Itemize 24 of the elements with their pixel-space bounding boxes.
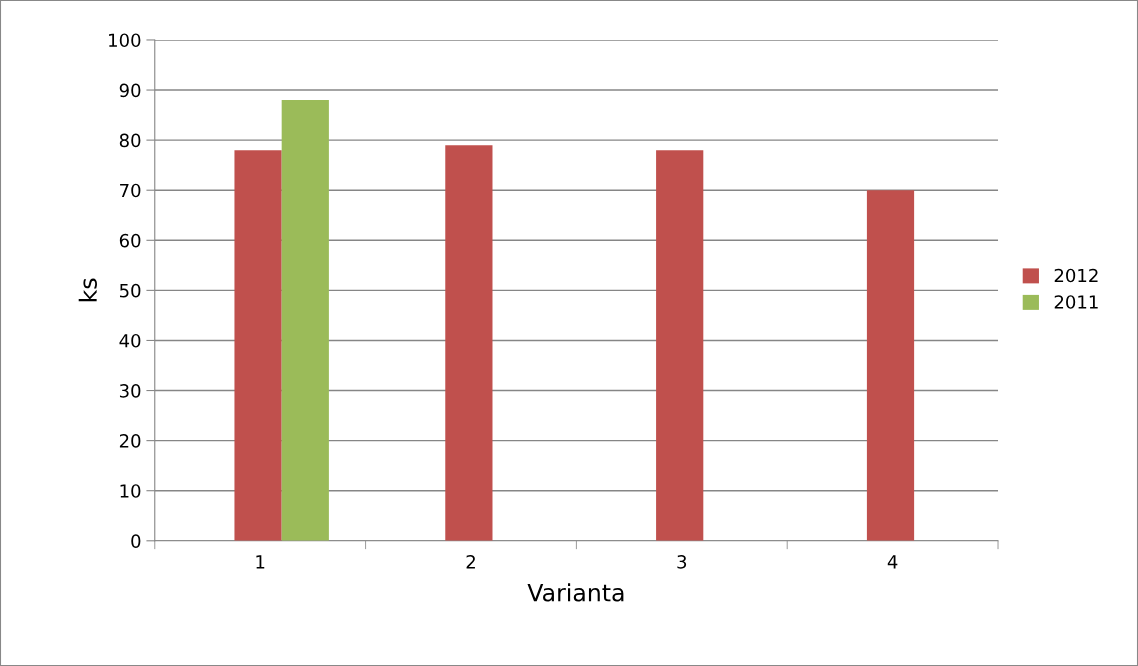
y-tick-label: 0 xyxy=(131,534,141,548)
y-tick-label: 80 xyxy=(119,133,141,148)
x-tick-label: 1 xyxy=(256,555,265,569)
y-tick-label: 60 xyxy=(119,233,141,248)
bar xyxy=(445,145,493,541)
y-tick-label: 90 xyxy=(119,83,141,98)
legend-label: 2011 xyxy=(1054,295,1098,309)
y-tick-label: 50 xyxy=(119,283,141,298)
y-tick-label: 20 xyxy=(119,434,141,448)
y-axis-title: ks xyxy=(78,278,97,302)
y-tick-label: 30 xyxy=(119,384,141,398)
x-tick-label: 2 xyxy=(466,555,475,569)
x-tick-label: 3 xyxy=(677,555,687,569)
x-tick-label: 4 xyxy=(887,555,898,569)
legend-label: 2012 xyxy=(1054,268,1098,283)
bar xyxy=(281,100,329,541)
y-tick-label: 40 xyxy=(119,333,141,348)
bar xyxy=(234,150,282,541)
y-tick-label: 10 xyxy=(120,484,141,498)
x-axis-title: Varianta xyxy=(527,583,624,602)
y-tick-label: 100 xyxy=(109,33,141,48)
y-tick-label: 70 xyxy=(120,183,141,198)
bar xyxy=(866,190,915,541)
bar xyxy=(656,150,704,541)
